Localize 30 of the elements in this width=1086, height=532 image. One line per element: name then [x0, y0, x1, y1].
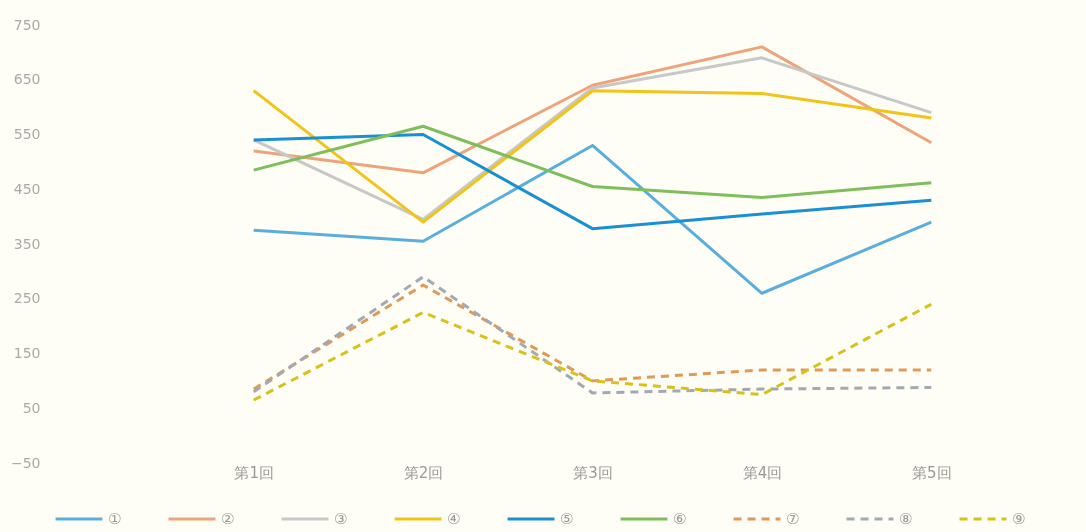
line-series — [252, 302, 933, 402]
y-tick-label: 550 — [13, 126, 41, 142]
legend-label: ④ — [447, 510, 461, 528]
legend-label: ⑨ — [1012, 510, 1026, 528]
legend-label: ⑧ — [899, 510, 913, 528]
x-tick-label: 第3回 — [573, 463, 613, 482]
y-tick-label: 50 — [22, 399, 41, 416]
line-series — [252, 56, 933, 221]
line-series — [252, 89, 933, 224]
y-tick-label: 650 — [13, 71, 41, 88]
legend-label: ② — [221, 510, 235, 528]
line-series — [252, 124, 933, 199]
legend-label: ⑥ — [673, 510, 687, 528]
y-tick-label: 150 — [13, 345, 41, 361]
y-tick-label: 750 — [13, 16, 41, 33]
y-tick-label: 450 — [13, 180, 41, 197]
y-tick-label: −50 — [10, 454, 41, 471]
legend-label: ① — [108, 510, 122, 528]
x-tick-label: 第1回 — [234, 463, 274, 482]
line-series — [252, 45, 933, 175]
y-tick-label: 250 — [13, 290, 41, 307]
legend-label: ⑤ — [560, 510, 574, 528]
x-tick-label: 第5回 — [912, 463, 952, 482]
y-tick-label: 350 — [13, 235, 41, 252]
x-tick-label: 第2回 — [403, 463, 444, 482]
legend-label: ⑦ — [786, 510, 800, 528]
x-tick-label: 第4回 — [742, 463, 783, 482]
line-series — [252, 143, 933, 295]
legend-label: ③ — [334, 510, 348, 528]
line-series — [252, 133, 933, 231]
